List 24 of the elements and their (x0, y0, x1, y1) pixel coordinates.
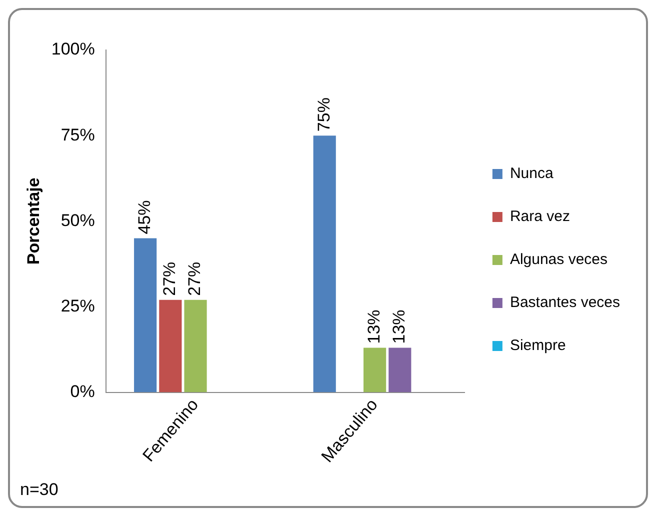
legend-label: Nunca (510, 165, 554, 182)
bar (134, 238, 157, 392)
data-label: 13% (390, 310, 409, 344)
legend-label: Algunas veces (510, 251, 608, 268)
data-label: 27% (185, 262, 204, 296)
y-tick-label: 25% (60, 296, 95, 316)
bar (388, 348, 412, 392)
bar (184, 300, 207, 392)
data-label: 13% (364, 310, 384, 344)
data-label: 27% (160, 262, 180, 296)
data-label: 45% (135, 200, 154, 234)
text: n=30 (20, 480, 58, 500)
y-tick-label: 0% (70, 382, 95, 401)
data-label: 75% (314, 98, 334, 132)
y-tick-label: 75% (60, 125, 95, 144)
legend-label: Rara vez (510, 208, 570, 226)
bar (364, 348, 386, 392)
bar (159, 300, 182, 392)
legend-label: Siempre (510, 337, 566, 354)
y-axis-title: Porcentaje (24, 178, 43, 265)
bar (313, 136, 336, 392)
y-tick-label: 100% (51, 40, 95, 59)
y-tick-label: 50% (60, 210, 95, 230)
legend-label: Bastantes veces (510, 294, 620, 312)
